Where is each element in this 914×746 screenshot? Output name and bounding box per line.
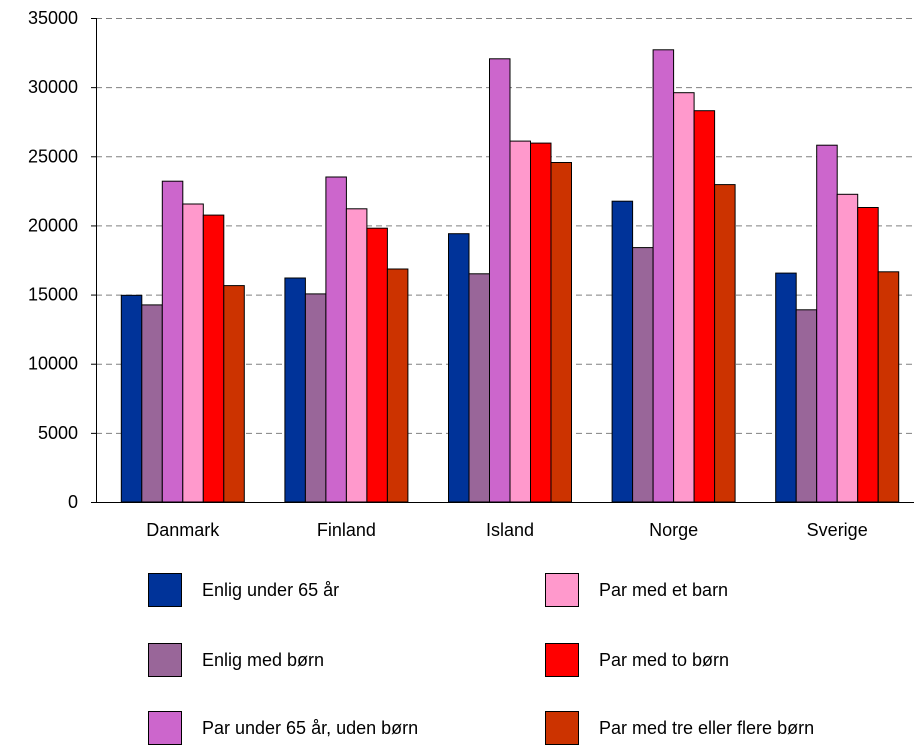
bar <box>223 285 245 503</box>
bar <box>120 294 143 503</box>
y-tick-label: 5000 <box>38 423 78 443</box>
y-tick-label: 35000 <box>28 8 78 28</box>
bar <box>632 247 654 503</box>
bar <box>366 227 388 503</box>
x-tick-label: Island <box>486 520 534 540</box>
x-tick-label: Finland <box>317 520 376 540</box>
bar <box>714 184 736 503</box>
bar <box>182 203 204 503</box>
bar <box>161 180 184 503</box>
bars <box>120 49 900 503</box>
bar <box>448 233 470 503</box>
bar <box>284 277 306 503</box>
y-tick-label: 10000 <box>28 354 78 374</box>
bar <box>816 144 838 503</box>
y-tick-label: 0 <box>68 492 78 512</box>
axis-labels: 0 5000 10000 15000 20000 25000 30000 35000 Danma… <box>28 8 868 540</box>
bar <box>693 110 716 503</box>
bar <box>673 92 695 503</box>
bar <box>795 309 818 503</box>
y-tick-label: 25000 <box>28 146 78 166</box>
bar <box>304 293 327 503</box>
x-tick-label: Sverige <box>807 520 868 540</box>
bar <box>652 49 675 503</box>
bar <box>468 273 490 503</box>
bar <box>877 271 900 503</box>
y-tick-label: 15000 <box>28 285 78 305</box>
y-tick-label: 20000 <box>28 215 78 235</box>
x-tick-label: Norge <box>649 520 698 540</box>
bar <box>386 268 409 503</box>
bar <box>202 214 225 503</box>
bar <box>489 58 511 503</box>
bar <box>836 193 859 503</box>
bar <box>550 162 572 503</box>
bar <box>775 272 797 503</box>
bar <box>345 208 368 503</box>
bar <box>325 176 347 503</box>
bar <box>141 304 163 503</box>
x-tick-label: Danmark <box>146 520 220 540</box>
bar <box>509 140 531 503</box>
bar <box>611 200 634 503</box>
bar <box>857 207 879 503</box>
y-tick-label: 30000 <box>28 77 78 97</box>
bar <box>530 142 552 503</box>
